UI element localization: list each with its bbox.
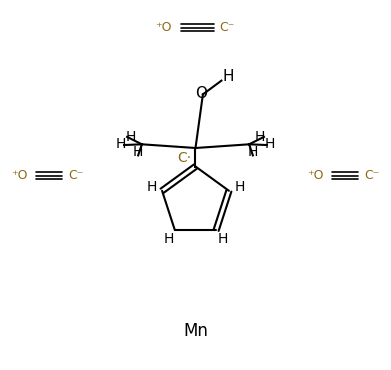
Text: H: H bbox=[217, 232, 228, 246]
Text: Mn: Mn bbox=[183, 322, 208, 340]
Text: H: H bbox=[163, 232, 174, 246]
Text: H: H bbox=[248, 145, 258, 159]
Text: C⁻: C⁻ bbox=[68, 169, 83, 182]
Text: C·: C· bbox=[177, 151, 191, 165]
Text: H: H bbox=[234, 180, 245, 194]
Text: ⁺O: ⁺O bbox=[11, 169, 27, 182]
Text: H: H bbox=[255, 130, 265, 144]
Text: H: H bbox=[116, 137, 126, 151]
Text: ⁺O: ⁺O bbox=[155, 21, 171, 34]
Text: H: H bbox=[126, 130, 136, 144]
Text: H: H bbox=[133, 145, 143, 159]
Text: H: H bbox=[222, 70, 234, 84]
Text: ⁺O: ⁺O bbox=[307, 169, 323, 182]
Text: C⁻: C⁻ bbox=[364, 169, 379, 182]
Text: C⁻: C⁻ bbox=[220, 21, 235, 34]
Text: H: H bbox=[265, 137, 275, 151]
Text: O: O bbox=[195, 86, 207, 101]
Text: H: H bbox=[146, 180, 157, 194]
